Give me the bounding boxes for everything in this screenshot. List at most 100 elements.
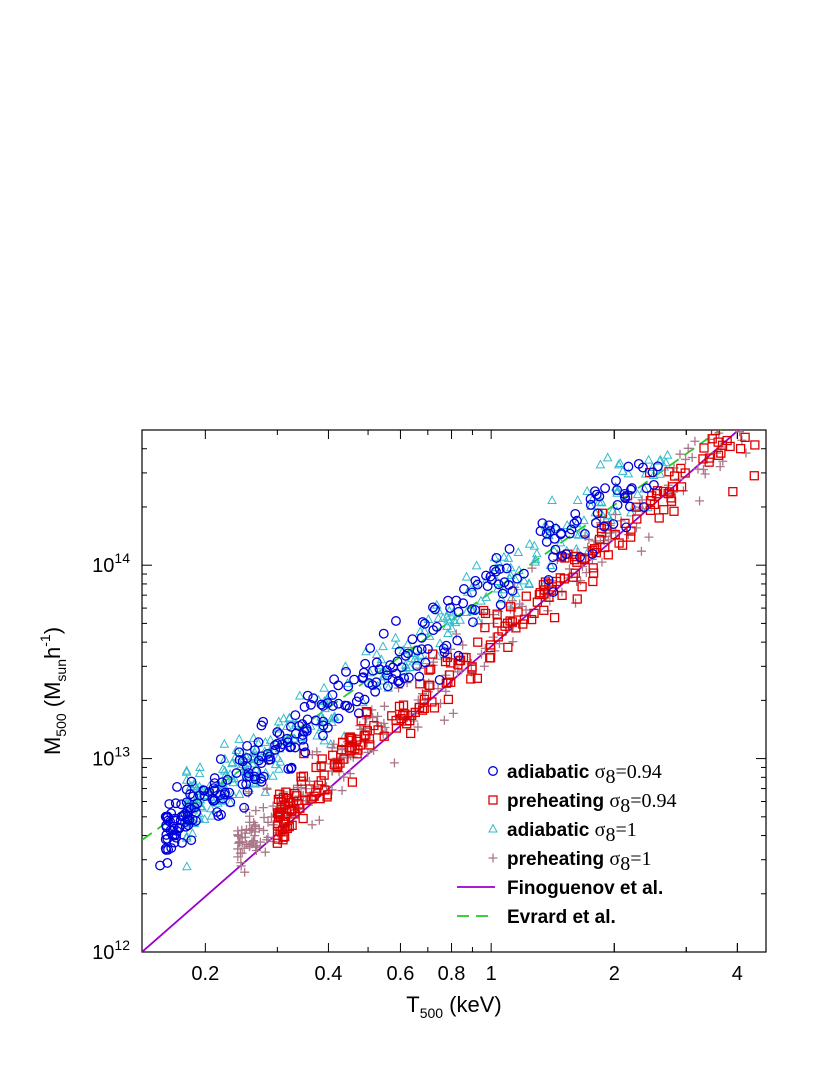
data-point bbox=[400, 650, 411, 661]
x-tick-label: 0.2 bbox=[191, 963, 219, 985]
data-point bbox=[557, 590, 567, 601]
data-point bbox=[298, 741, 309, 752]
data-point bbox=[296, 772, 306, 782]
data-point bbox=[242, 753, 253, 764]
data-point bbox=[180, 821, 191, 832]
data-point bbox=[510, 587, 521, 597]
data-point bbox=[236, 858, 246, 868]
data-point bbox=[298, 813, 308, 824]
data-point bbox=[597, 557, 607, 567]
data-point bbox=[317, 754, 327, 764]
data-point bbox=[539, 589, 549, 599]
data-point bbox=[304, 776, 314, 786]
data-point bbox=[277, 825, 288, 835]
data-point bbox=[275, 742, 286, 753]
data-point bbox=[407, 710, 417, 721]
data-point bbox=[508, 637, 518, 647]
data-point bbox=[569, 518, 580, 529]
data-point bbox=[155, 860, 166, 871]
data-point bbox=[319, 770, 329, 780]
data-point bbox=[547, 562, 558, 573]
data-point bbox=[378, 641, 388, 651]
data-point bbox=[529, 608, 539, 619]
data-point bbox=[194, 768, 205, 778]
data-point bbox=[328, 750, 338, 760]
data-point bbox=[638, 502, 649, 513]
data-point bbox=[644, 532, 654, 542]
data-point bbox=[446, 677, 456, 687]
data-point bbox=[570, 508, 581, 519]
data-point bbox=[623, 468, 634, 478]
data-point bbox=[215, 754, 226, 765]
data-point bbox=[480, 622, 490, 633]
data-point bbox=[698, 465, 708, 475]
data-point bbox=[227, 789, 238, 799]
data-point bbox=[329, 739, 339, 749]
data-point bbox=[433, 684, 443, 694]
data-point bbox=[480, 608, 491, 619]
data-point bbox=[592, 508, 603, 519]
data-point bbox=[647, 467, 658, 478]
data-point bbox=[547, 495, 557, 505]
data-point bbox=[540, 577, 551, 587]
data-point bbox=[407, 634, 418, 645]
data-point bbox=[424, 630, 435, 640]
data-point bbox=[260, 847, 270, 857]
data-point bbox=[518, 619, 528, 629]
data-point bbox=[681, 454, 691, 464]
data-point bbox=[521, 591, 531, 601]
data-point bbox=[259, 825, 269, 835]
data-point bbox=[199, 813, 210, 823]
data-point bbox=[316, 699, 327, 710]
data-point bbox=[182, 861, 192, 871]
data-point bbox=[391, 616, 401, 626]
data-point bbox=[218, 763, 228, 773]
data-point bbox=[339, 772, 349, 782]
data-point bbox=[429, 604, 440, 615]
data-point bbox=[362, 726, 373, 736]
data-point bbox=[610, 510, 620, 520]
data-point bbox=[596, 528, 607, 538]
data-point bbox=[489, 564, 500, 575]
data-point bbox=[471, 560, 482, 570]
data-point bbox=[256, 776, 267, 787]
data-point bbox=[428, 625, 439, 636]
data-point bbox=[222, 774, 233, 785]
data-point bbox=[445, 603, 456, 613]
data-point bbox=[571, 543, 582, 553]
data-point bbox=[219, 789, 230, 800]
data-point bbox=[191, 815, 201, 826]
data-point bbox=[750, 440, 760, 450]
data-point bbox=[282, 737, 293, 748]
data-point bbox=[442, 595, 453, 606]
data-point bbox=[297, 719, 308, 730]
data-point bbox=[575, 552, 585, 563]
data-point bbox=[466, 674, 476, 684]
data-point bbox=[449, 615, 460, 625]
data-point bbox=[676, 482, 687, 492]
data-point bbox=[192, 798, 203, 809]
data-point bbox=[419, 694, 430, 705]
data-point bbox=[314, 815, 324, 825]
data-point bbox=[451, 629, 461, 639]
data-point bbox=[300, 747, 311, 758]
data-point bbox=[548, 587, 559, 597]
data-point bbox=[288, 796, 299, 807]
x-tick-label: 2 bbox=[609, 963, 620, 985]
data-point bbox=[195, 762, 205, 771]
data-point bbox=[426, 664, 436, 674]
data-point bbox=[530, 554, 541, 564]
data-point bbox=[543, 575, 554, 585]
data-point bbox=[531, 548, 542, 558]
data-point bbox=[392, 656, 403, 667]
data-point bbox=[476, 595, 486, 605]
data-point bbox=[352, 749, 362, 759]
data-point bbox=[316, 711, 326, 721]
data-point bbox=[744, 403, 752, 411]
data-point bbox=[663, 488, 673, 499]
legend-label: preheating σ8=1 bbox=[507, 848, 651, 875]
data-point bbox=[337, 786, 347, 796]
data-point bbox=[749, 471, 759, 481]
data-point bbox=[185, 803, 196, 814]
